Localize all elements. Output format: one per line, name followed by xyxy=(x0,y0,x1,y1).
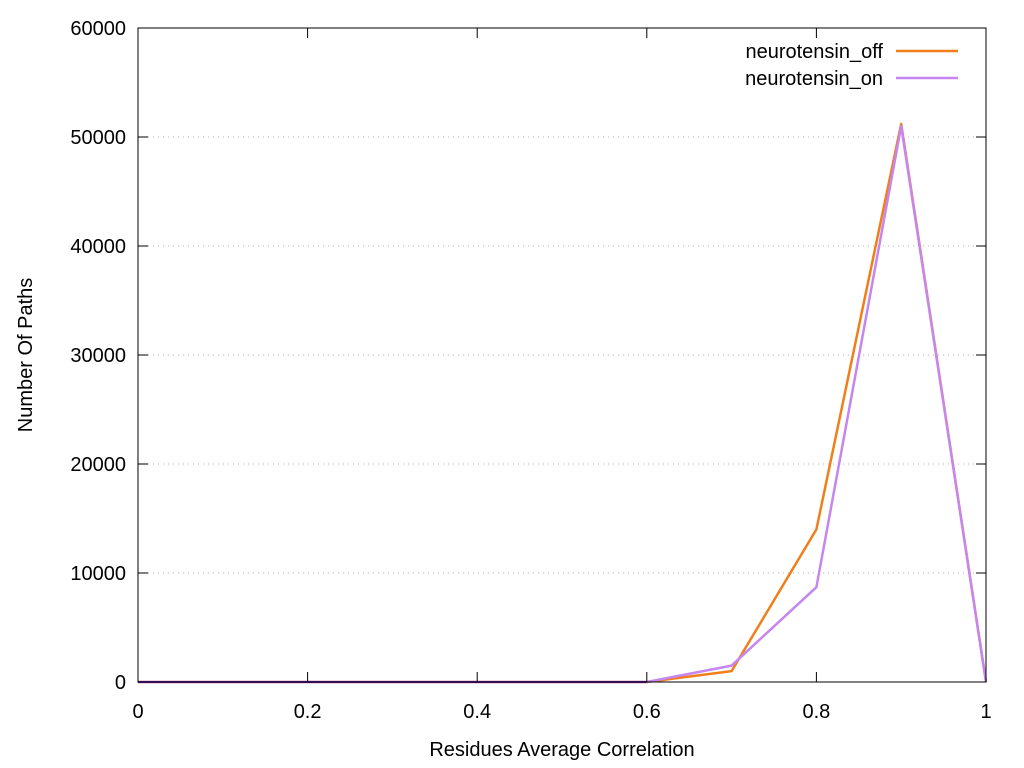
x-axis-title: Residues Average Correlation xyxy=(429,739,694,761)
y-tick-label: 40000 xyxy=(70,236,126,258)
series-line-neurotensin_off xyxy=(138,122,988,684)
legend-label: neurotensin_off xyxy=(745,41,883,63)
x-tick-label: 0 xyxy=(132,701,143,723)
x-tick-label: 1 xyxy=(980,701,991,723)
x-tick-label: 0.8 xyxy=(802,701,830,723)
y-tick-label: 20000 xyxy=(70,454,126,476)
y-tick-label: 0 xyxy=(115,672,126,694)
y-tick-label: 30000 xyxy=(70,345,126,367)
y-axis-title: Number Of Paths xyxy=(15,278,37,433)
x-tick-label: 0.2 xyxy=(294,701,322,723)
series-lines xyxy=(138,122,988,684)
legend-label: neurotensin_on xyxy=(745,68,883,90)
axis-ticks: 0 10000 20000 30000 40000 50000 60000 0 0.2 0.4 0.… xyxy=(70,18,991,723)
y-tick-label: 50000 xyxy=(70,127,126,149)
y-tick-label: 10000 xyxy=(70,563,126,585)
series-line-neurotensin_on xyxy=(138,124,988,684)
x-tick-label: 0.6 xyxy=(633,701,661,723)
legend: neurotensin_off neurotensin_on xyxy=(745,41,958,90)
x-tick-label: 0.4 xyxy=(463,701,491,723)
y-tick-label: 60000 xyxy=(70,18,126,40)
